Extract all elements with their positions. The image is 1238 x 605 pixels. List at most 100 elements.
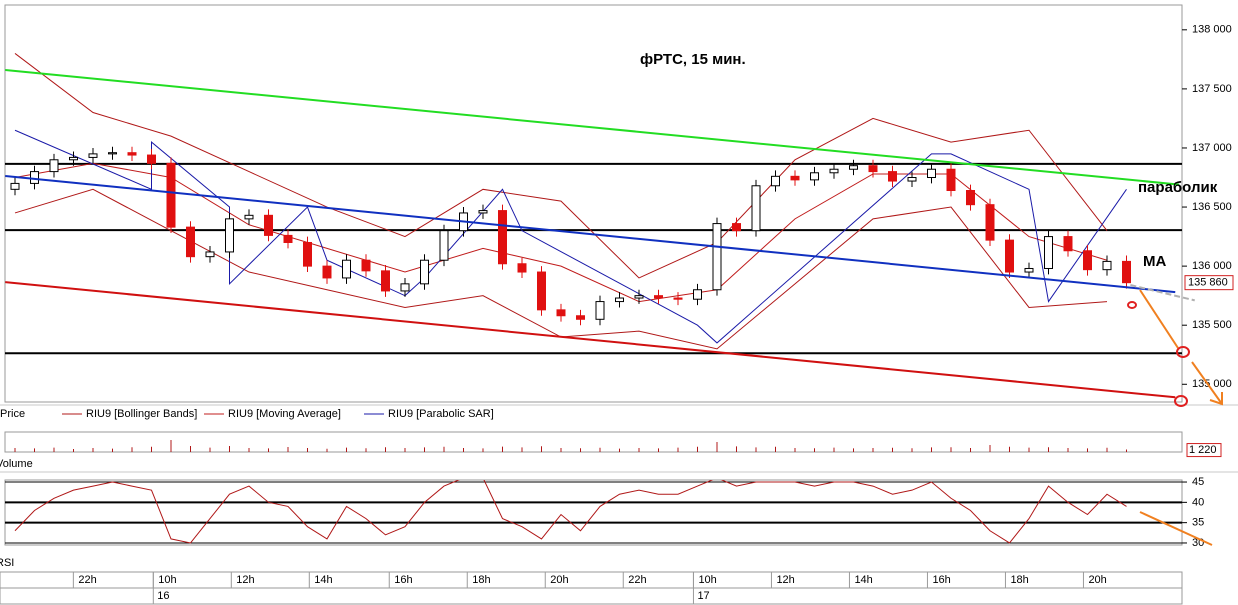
candle-body bbox=[127, 152, 137, 156]
candle-body bbox=[1005, 239, 1014, 273]
legend-entry: RIU9 [Moving Average] bbox=[228, 408, 341, 420]
candle-body bbox=[517, 263, 527, 273]
y-tick-label: 35 bbox=[1192, 517, 1204, 529]
x-tick-label: 12h bbox=[776, 574, 794, 586]
y-tick-label: 137 000 bbox=[1192, 142, 1232, 154]
candle-body bbox=[322, 265, 332, 279]
candle-body bbox=[225, 218, 234, 253]
candle-body bbox=[283, 234, 293, 243]
candle-body bbox=[1063, 236, 1073, 252]
x-tick-label: 22h bbox=[78, 574, 96, 586]
candle-body bbox=[361, 259, 371, 272]
x-tick-label: 22h bbox=[628, 574, 646, 586]
candle-body bbox=[30, 171, 39, 184]
last-price-box bbox=[1184, 275, 1234, 291]
x-tick-label: 14h bbox=[854, 574, 872, 586]
day-label: 16 bbox=[157, 590, 169, 602]
legend-entry: RIU9 [Parabolic SAR] bbox=[388, 408, 494, 420]
candle-body bbox=[732, 223, 741, 232]
y-tick-label: 136 500 bbox=[1192, 201, 1232, 213]
candle-body bbox=[439, 230, 449, 261]
y-tick-label: 136 000 bbox=[1192, 260, 1232, 272]
candle-body bbox=[69, 156, 78, 161]
target bbox=[1174, 395, 1188, 407]
candle-body bbox=[166, 162, 176, 228]
volume-panel bbox=[4, 431, 1183, 453]
trend-line bbox=[5, 68, 1180, 186]
candle-body bbox=[381, 270, 390, 292]
x-tick-label: 20h bbox=[1088, 574, 1106, 586]
y-tick-label: 40 bbox=[1192, 496, 1204, 508]
candle-body bbox=[1083, 250, 1092, 271]
arrow-head bbox=[1209, 392, 1223, 406]
last-volume-box bbox=[1186, 443, 1222, 458]
candle-body bbox=[49, 159, 59, 173]
chart-title: фРТС, 15 мин. bbox=[640, 51, 746, 68]
candle-body bbox=[88, 153, 98, 158]
forecast-arrows bbox=[1139, 289, 1223, 546]
candle-body bbox=[868, 165, 878, 173]
last-volume-label: 1 220 bbox=[1189, 444, 1217, 456]
candle-body bbox=[186, 226, 195, 258]
arrow bbox=[1139, 511, 1213, 546]
target bbox=[1176, 346, 1190, 358]
legend-entry: Price bbox=[0, 408, 25, 420]
candle-body bbox=[1102, 260, 1112, 271]
candle-body bbox=[654, 295, 663, 299]
candle-body bbox=[576, 315, 585, 320]
x-tick-label: 18h bbox=[1010, 574, 1028, 586]
candle-body bbox=[751, 185, 761, 232]
candle-body bbox=[615, 297, 624, 303]
y-tick-label: 135 000 bbox=[1192, 378, 1232, 390]
x-tick-label: 10h bbox=[158, 574, 176, 586]
candle-body bbox=[771, 175, 780, 187]
candle-body bbox=[849, 165, 858, 170]
candle-body bbox=[420, 259, 429, 285]
candle-body bbox=[946, 168, 956, 192]
trend-line bbox=[5, 281, 1176, 399]
legend-entry: RIU9 [Bollinger Bands] bbox=[86, 408, 197, 420]
x-tick-label: 10h bbox=[698, 574, 716, 586]
candle-body bbox=[1044, 236, 1053, 269]
trend-line bbox=[5, 174, 1176, 294]
moving-average bbox=[14, 162, 1108, 303]
candle-body bbox=[205, 251, 215, 258]
trend-line bbox=[1130, 284, 1195, 302]
x-tick-label: 18h bbox=[472, 574, 490, 586]
y-tick-label: 137 500 bbox=[1192, 83, 1232, 95]
chart-layer: 135 000 135 500 136 000 136 500 137 000 137 5… bbox=[0, 24, 1234, 604]
candle-body bbox=[537, 271, 546, 311]
bollinger-upper bbox=[14, 53, 1108, 279]
candle-body bbox=[673, 297, 683, 300]
price-plot bbox=[5, 53, 1182, 355]
last-price-label: 135 860 bbox=[1188, 277, 1228, 289]
candle-body bbox=[927, 168, 936, 179]
candle-body bbox=[829, 168, 839, 174]
rsi-plot bbox=[5, 480, 1182, 544]
x-tick-label: 12h bbox=[236, 574, 254, 586]
price-panel bbox=[4, 4, 1183, 403]
candle-body bbox=[108, 152, 117, 155]
x-tick-label: 16h bbox=[932, 574, 950, 586]
candle-body bbox=[790, 175, 800, 181]
candle-body bbox=[10, 182, 20, 190]
candle-body bbox=[478, 210, 488, 214]
candle-body bbox=[556, 309, 566, 317]
candle-body bbox=[907, 177, 917, 182]
candle-body bbox=[1024, 267, 1034, 273]
panel-label: Volume bbox=[0, 458, 33, 470]
candle-body bbox=[966, 190, 975, 206]
annotation: МА bbox=[1143, 253, 1166, 270]
candle-body bbox=[634, 295, 644, 299]
candle-body bbox=[147, 154, 156, 164]
candle-body bbox=[244, 214, 254, 220]
candle-body bbox=[400, 283, 410, 292]
candle-body bbox=[342, 259, 351, 279]
x-tick-label: 16h bbox=[394, 574, 412, 586]
candle-body bbox=[810, 172, 819, 181]
candle-body bbox=[985, 204, 995, 241]
panel-label: RSI bbox=[0, 557, 14, 569]
target-circles bbox=[1127, 301, 1190, 407]
arrow bbox=[1139, 289, 1179, 349]
